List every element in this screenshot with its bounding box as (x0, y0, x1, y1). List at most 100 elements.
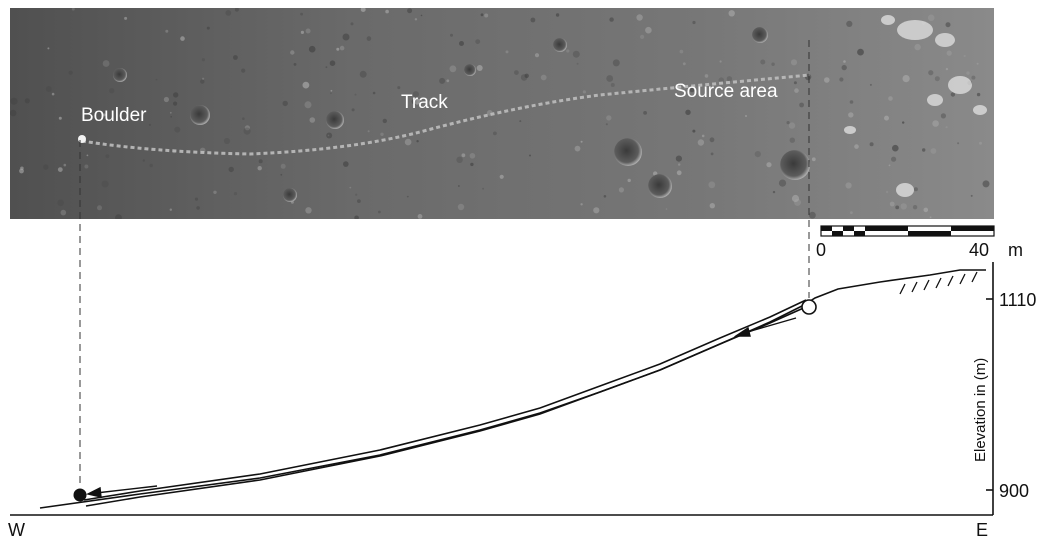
surface-speck (902, 121, 905, 124)
surface-speck (58, 116, 62, 120)
surface-speck (945, 22, 951, 28)
surface-speck (799, 102, 804, 108)
surface-speck (726, 76, 733, 82)
surface-speck (450, 33, 453, 37)
surface-speck (480, 13, 484, 17)
surface-speck (913, 187, 918, 192)
surface-speck (679, 49, 684, 54)
surface-speck (342, 33, 350, 41)
surface-speck (534, 53, 540, 58)
surface-speck (850, 211, 853, 215)
surface-speck (51, 92, 55, 96)
bedrock-hatching (899, 271, 978, 295)
surface-speck (102, 113, 106, 117)
surface-speck (709, 137, 715, 143)
surface-speck (45, 86, 52, 92)
surface-speck (709, 203, 715, 209)
surface-speck (194, 197, 199, 201)
surface-speck (790, 59, 798, 66)
surface-speck (574, 145, 581, 152)
surface-speck (982, 180, 990, 188)
surface-speck (928, 70, 934, 76)
surface-speck (475, 39, 481, 44)
surface-speck (84, 164, 89, 169)
surface-speck (416, 140, 419, 143)
surface-speck (200, 79, 205, 84)
surface-speck (976, 92, 981, 97)
surface-speck (407, 8, 413, 14)
surface-speck (912, 205, 918, 210)
surface-speck (305, 207, 312, 214)
surface-speck (457, 203, 465, 211)
surface-speck (627, 178, 631, 183)
surface-speck (514, 70, 519, 75)
surface-speck (351, 108, 355, 112)
surface-speck (889, 201, 895, 207)
surface-speck (895, 205, 900, 210)
surface-speck (68, 70, 73, 75)
surface-speck (233, 55, 238, 60)
surface-speck (149, 163, 153, 168)
surface-speck (580, 203, 583, 206)
surface-speck (372, 91, 376, 95)
surface-speck (524, 73, 529, 79)
surface-speck (885, 190, 889, 194)
surface-speck (60, 209, 67, 216)
surface-speck (414, 98, 421, 105)
surface-speck (950, 92, 956, 97)
surface-speck (57, 199, 64, 207)
surface-speck (366, 36, 372, 41)
surface-speck (970, 194, 973, 197)
surface-speck (102, 60, 110, 67)
surface-speck (326, 132, 333, 139)
surface-speck (169, 208, 172, 211)
surface-speck (20, 166, 24, 171)
surface-speck (884, 115, 889, 121)
surface-speck (461, 153, 466, 158)
surface-speck (329, 60, 336, 66)
surface-speck (354, 93, 357, 96)
surface-speck (529, 154, 531, 157)
surface-speck (124, 16, 128, 20)
surface-speck (902, 75, 910, 83)
surface-speck (704, 74, 709, 78)
surface-speck (225, 10, 232, 16)
surface-speck (593, 207, 600, 214)
surface-speck (772, 190, 776, 194)
surface-speck (640, 34, 645, 40)
surface-speck (791, 194, 800, 203)
surface-speck (645, 26, 652, 34)
surface-speck (173, 92, 179, 98)
craters (113, 27, 810, 202)
surface-speck (257, 166, 262, 171)
surface-speck (196, 206, 200, 210)
surface-speck (63, 163, 67, 167)
surface-speck (206, 26, 210, 30)
surface-speck (228, 166, 234, 173)
scale-unit-label: m (1008, 240, 1023, 260)
surface-speck (293, 63, 297, 66)
surface-speck (945, 126, 948, 129)
surface-speck (360, 8, 366, 12)
surface-speck (382, 118, 387, 124)
surface-speck (963, 54, 966, 58)
surface-speck (692, 129, 696, 133)
surface-speck (946, 50, 952, 56)
surface-speck (580, 140, 583, 143)
surface-speck (689, 87, 695, 93)
surface-speck (397, 86, 401, 90)
surface-speck (325, 66, 328, 69)
surface-speck (449, 65, 457, 73)
surface-speck (744, 114, 748, 118)
surface-speck (692, 20, 696, 25)
final-boulder-marker (73, 488, 87, 502)
source-boulder-marker (801, 299, 817, 315)
surface-speck (234, 8, 239, 12)
surface-speck (244, 125, 250, 131)
surface-speck (854, 144, 859, 149)
surface-speck (163, 96, 169, 103)
surface-speck (697, 139, 705, 146)
surface-speck (280, 173, 283, 176)
track-groove-lower (85, 305, 809, 507)
surface-speck (404, 138, 412, 146)
